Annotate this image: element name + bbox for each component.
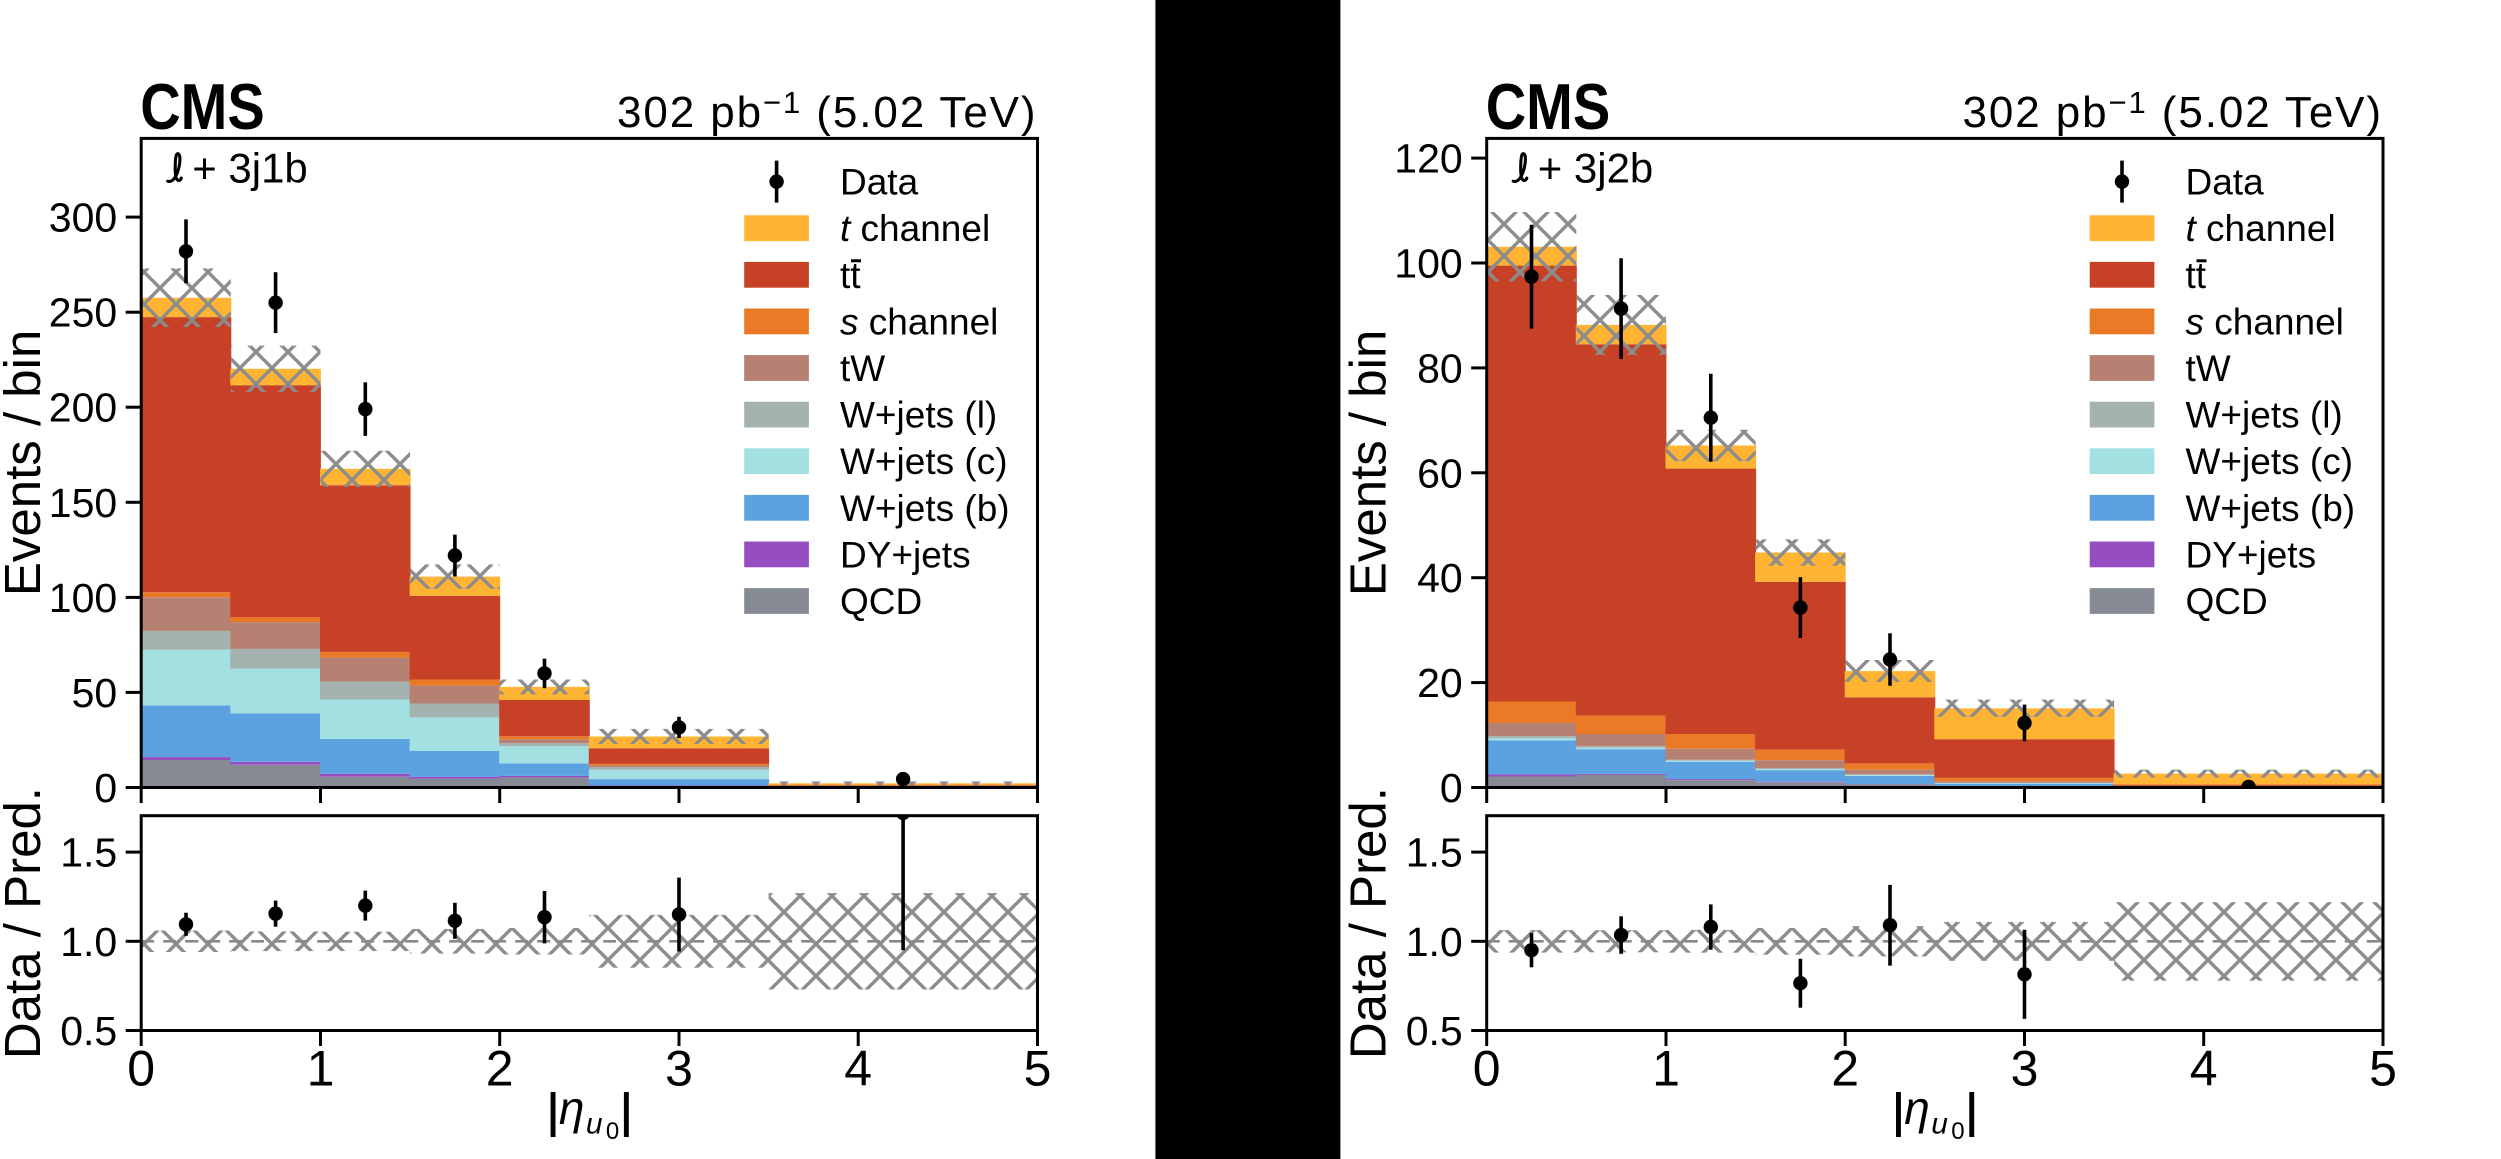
svg-text:s channel: s channel [840, 301, 998, 342]
svg-text:+ 3j2b: + 3j2b [1538, 145, 1654, 192]
svg-text:Data: Data [840, 162, 919, 203]
svg-text:1.5: 1.5 [1406, 830, 1463, 876]
svg-text:100: 100 [49, 575, 117, 621]
svg-text:Data: Data [2186, 162, 2265, 203]
svg-text:+ 3j1b: + 3j1b [192, 145, 308, 192]
svg-text:50: 50 [72, 670, 118, 716]
svg-text:200: 200 [49, 385, 117, 431]
svg-text:QCD: QCD [2186, 581, 2268, 622]
svg-text:t channel: t channel [840, 208, 990, 249]
svg-text:CMS: CMS [140, 70, 265, 143]
svg-text:W+jets (l): W+jets (l) [2186, 395, 2343, 436]
svg-text:0: 0 [606, 1118, 619, 1145]
svg-text:0.5: 0.5 [1406, 1008, 1463, 1054]
svg-text:tt: tt [2186, 255, 2207, 296]
svg-text:302 pb−1 (5.02 TeV): 302 pb−1 (5.02 TeV) [617, 85, 1037, 137]
svg-text:60: 60 [1417, 450, 1463, 496]
svg-text:DY+jets: DY+jets [840, 534, 971, 575]
svg-text:20: 20 [1417, 660, 1463, 706]
svg-text:120: 120 [1394, 136, 1462, 182]
svg-text:0: 0 [1473, 1041, 1501, 1097]
svg-text:tt: tt [840, 255, 861, 296]
svg-text:Events / bin: Events / bin [1340, 330, 1397, 596]
svg-text:0: 0 [1951, 1118, 1964, 1145]
svg-text:1.5: 1.5 [60, 830, 117, 876]
svg-text:150: 150 [49, 480, 117, 526]
svg-text:W+jets (c): W+jets (c) [2186, 441, 2354, 482]
svg-text:s channel: s channel [2186, 301, 2344, 342]
svg-text:Data / Pred.: Data / Pred. [1340, 787, 1397, 1059]
svg-text:1.0: 1.0 [1406, 919, 1463, 965]
svg-text:t channel: t channel [2186, 208, 2336, 249]
svg-text:DY+jets: DY+jets [2186, 534, 2317, 575]
svg-text:5: 5 [1024, 1041, 1052, 1097]
svg-text:W+jets (b): W+jets (b) [2186, 488, 2356, 529]
svg-text:0: 0 [94, 765, 117, 811]
svg-text:2: 2 [486, 1041, 514, 1097]
svg-text:0.5: 0.5 [60, 1008, 117, 1054]
svg-text:80: 80 [1417, 345, 1463, 391]
svg-text:tW: tW [840, 348, 885, 389]
svg-text:3: 3 [2011, 1041, 2039, 1097]
svg-text:1.0: 1.0 [60, 919, 117, 965]
svg-text:4: 4 [2190, 1041, 2218, 1097]
svg-text:CMS: CMS [1486, 70, 1611, 143]
svg-text:W+jets (b): W+jets (b) [840, 488, 1010, 529]
svg-text:4: 4 [844, 1041, 872, 1097]
svg-text:Data / Pred.: Data / Pred. [0, 787, 51, 1059]
svg-text:40: 40 [1417, 555, 1463, 601]
svg-text:1: 1 [1652, 1041, 1680, 1097]
svg-text:η: η [559, 1082, 585, 1134]
svg-text:W+jets (l): W+jets (l) [840, 395, 997, 436]
svg-text:Events / bin: Events / bin [0, 330, 51, 596]
svg-text:3: 3 [665, 1041, 693, 1097]
svg-text:5: 5 [2369, 1041, 2397, 1097]
svg-text:0: 0 [127, 1041, 155, 1097]
svg-text:η: η [1904, 1082, 1930, 1134]
svg-text:QCD: QCD [840, 581, 922, 622]
svg-text:0: 0 [1440, 765, 1463, 811]
svg-text:u: u [586, 1108, 603, 1141]
svg-text:1: 1 [307, 1041, 335, 1097]
svg-text:tW: tW [2186, 348, 2231, 389]
svg-text:2: 2 [1831, 1041, 1859, 1097]
svg-text:100: 100 [1394, 241, 1462, 287]
svg-text:300: 300 [49, 195, 117, 241]
svg-text:250: 250 [49, 290, 117, 336]
svg-text:302 pb−1 (5.02 TeV): 302 pb−1 (5.02 TeV) [1963, 85, 2383, 137]
svg-text:u: u [1931, 1108, 1948, 1141]
svg-text:W+jets (c): W+jets (c) [840, 441, 1008, 482]
